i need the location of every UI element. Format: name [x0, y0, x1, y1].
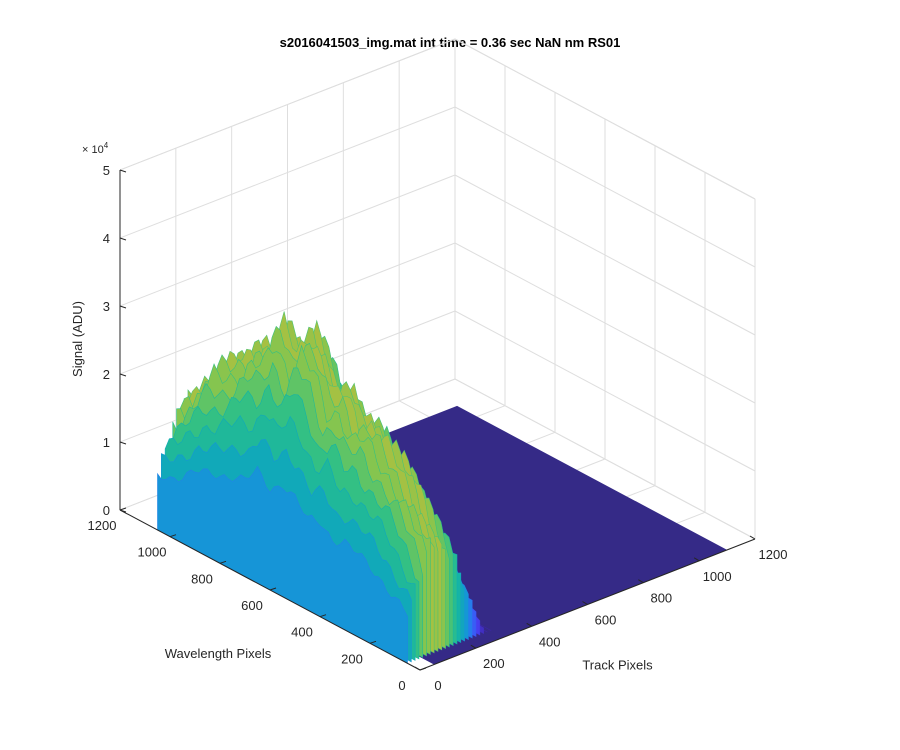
x-tick	[526, 622, 532, 627]
grid-line	[119, 106, 456, 239]
x-tick-label: 0	[434, 678, 441, 693]
z-tick	[119, 169, 127, 173]
y-tick	[269, 587, 277, 591]
x-tick-label: 400	[539, 634, 561, 649]
y-tick	[319, 614, 327, 618]
x-tick	[693, 557, 700, 562]
surface-slice	[157, 465, 408, 664]
y-tick-label: 1200	[88, 518, 117, 533]
z-tick-label: 0	[103, 503, 110, 518]
y-tick	[419, 667, 427, 671]
z-exponent-label: × 104	[82, 141, 109, 156]
grid-line	[119, 174, 456, 307]
z-tick-label: 3	[103, 299, 110, 314]
x-tick-label: 800	[650, 591, 672, 606]
x-tick	[582, 601, 588, 605]
box-edge	[119, 38, 456, 171]
z-tick	[119, 441, 127, 445]
x-tick-label: 600	[595, 613, 617, 628]
grid-line	[119, 242, 456, 375]
y-tick-label: 800	[191, 571, 213, 586]
x-tick	[749, 535, 756, 540]
surface-ridge	[157, 311, 492, 664]
z-tick-label: 1	[103, 435, 110, 450]
x-axis-label: Track Pixels	[582, 658, 653, 673]
y-tick	[169, 534, 177, 538]
x-tick-label: 1000	[703, 569, 732, 584]
y-tick-label: 400	[291, 625, 313, 640]
z-axis-label: Signal (ADU)	[70, 301, 85, 377]
y-tick	[219, 560, 227, 564]
y-tick-label: 0	[398, 678, 405, 693]
z-tick	[119, 373, 127, 377]
box-edge	[454, 38, 756, 200]
x-tick	[470, 644, 477, 649]
y-tick-label: 600	[241, 598, 263, 613]
z-tick	[119, 305, 127, 309]
grid-line	[454, 242, 756, 404]
x-tick-label: 200	[483, 656, 505, 671]
z-tick	[119, 509, 127, 513]
z-tick-label: 4	[103, 231, 110, 246]
y-tick	[119, 507, 127, 511]
y-tick-label: 200	[341, 651, 363, 666]
grid-line	[454, 106, 756, 268]
x-tick	[638, 579, 644, 584]
chart-title: s2016041503_img.mat int time = 0.36 sec …	[279, 35, 621, 50]
grid-line	[454, 310, 756, 472]
x-tick-label: 1200	[759, 547, 788, 562]
y-tick	[369, 640, 377, 644]
z-tick-label: 5	[103, 163, 110, 178]
z-tick	[119, 237, 127, 241]
grid-line	[454, 174, 756, 336]
y-tick-label: 1000	[138, 545, 167, 560]
x-tick	[414, 666, 421, 671]
y-axis-label: Wavelength Pixels	[165, 646, 272, 661]
z-tick-label: 2	[103, 367, 110, 382]
